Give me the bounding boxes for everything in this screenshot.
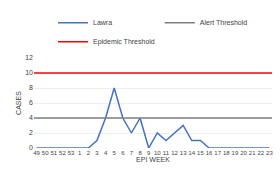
svg-text:16: 16	[206, 150, 213, 156]
svg-text:17: 17	[214, 150, 221, 156]
svg-text:8: 8	[138, 150, 142, 156]
svg-text:Epidemic Threshold: Epidemic Threshold	[93, 38, 155, 46]
svg-text:50: 50	[42, 150, 49, 156]
svg-text:11: 11	[163, 150, 170, 156]
svg-text:2: 2	[87, 150, 91, 156]
svg-text:53: 53	[68, 150, 75, 156]
svg-text:20: 20	[240, 150, 247, 156]
svg-text:12: 12	[25, 54, 33, 61]
svg-text:5: 5	[113, 150, 117, 156]
svg-text:21: 21	[249, 150, 256, 156]
svg-text:6: 6	[29, 99, 33, 106]
svg-text:23: 23	[266, 150, 273, 156]
svg-text:51: 51	[50, 150, 57, 156]
svg-text:10: 10	[25, 69, 33, 76]
svg-text:Lawra: Lawra	[93, 19, 112, 26]
svg-text:1: 1	[78, 150, 82, 156]
svg-text:Alert Threshold: Alert Threshold	[200, 19, 247, 26]
svg-text:EPI WEEK: EPI WEEK	[136, 156, 170, 163]
svg-text:18: 18	[223, 150, 230, 156]
svg-text:52: 52	[59, 150, 66, 156]
svg-text:CASES: CASES	[15, 91, 22, 115]
svg-text:49: 49	[33, 150, 40, 156]
svg-text:10: 10	[154, 150, 161, 156]
svg-text:2: 2	[29, 129, 33, 136]
svg-text:15: 15	[197, 150, 204, 156]
svg-text:0: 0	[29, 144, 33, 151]
svg-text:7: 7	[130, 150, 134, 156]
svg-text:6: 6	[121, 150, 125, 156]
svg-text:13: 13	[180, 150, 187, 156]
svg-text:4: 4	[104, 150, 108, 156]
svg-text:19: 19	[232, 150, 239, 156]
svg-text:12: 12	[171, 150, 178, 156]
svg-text:3: 3	[95, 150, 99, 156]
svg-text:4: 4	[29, 114, 33, 121]
svg-text:9: 9	[147, 150, 151, 156]
svg-text:22: 22	[257, 150, 264, 156]
svg-text:8: 8	[29, 84, 33, 91]
svg-text:14: 14	[188, 150, 195, 156]
